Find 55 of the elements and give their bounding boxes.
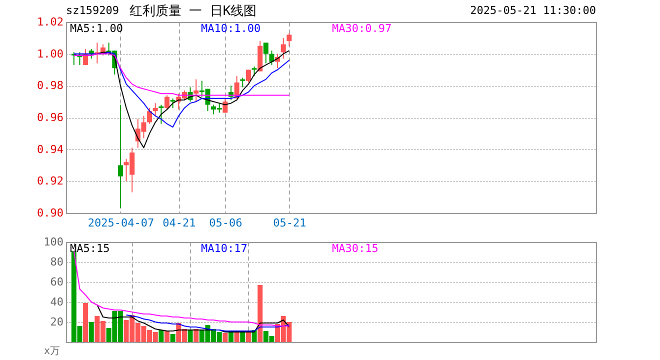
bar: [170, 334, 176, 342]
candlestick: [286, 32, 292, 46]
series-label: MA5:1.00: [70, 22, 123, 35]
candlestick: [194, 78, 199, 102]
y-tick-label: 20: [50, 316, 64, 328]
y-tick-label: 0.98: [37, 79, 64, 92]
text: MA10:17: [201, 242, 248, 255]
y-tick-label: 1.02: [37, 16, 64, 28]
candlestick: [88, 48, 94, 60]
text: MA5:15: [70, 242, 110, 255]
candlestick: [240, 77, 246, 88]
candlestick: [152, 102, 158, 116]
candlestick: [269, 50, 274, 66]
candlestick: [170, 98, 176, 108]
bar: [240, 332, 246, 342]
y-tick-label: 40: [50, 296, 64, 308]
bar: [222, 333, 228, 342]
x-tick-label: 04-21: [162, 216, 196, 230]
text: MA10:1.00: [201, 22, 261, 35]
bar: [158, 330, 164, 342]
y-tick-label: 0.94: [37, 142, 64, 156]
y-axis-title: x万: [44, 346, 60, 357]
x-tick-label: 2025-04-07: [88, 216, 154, 230]
candlestick: [246, 69, 251, 83]
y-tick-label: 1.00: [37, 47, 64, 60]
y-tick-label: 80: [50, 256, 64, 268]
bar: [164, 331, 170, 342]
candlestick: [252, 66, 257, 77]
line-series: [96, 304, 290, 332]
y-tick-label: 0.90: [37, 206, 64, 220]
candlestick: [164, 94, 170, 110]
bar: [194, 329, 199, 342]
bar: [188, 330, 193, 342]
y-tick-label: 60: [50, 276, 64, 288]
candlestick: [147, 107, 152, 124]
candlestick: [263, 42, 268, 64]
candlestick: [158, 104, 164, 124]
bar: [258, 285, 263, 342]
x-tick-label: 05-21: [273, 216, 306, 230]
line-series: [126, 314, 290, 332]
text: sz159209: [66, 4, 119, 17]
bar: [88, 322, 94, 342]
y-tick-label: 0.92: [37, 174, 64, 188]
bar: [83, 303, 88, 342]
text: 2025-05-21 11:30:00: [470, 4, 596, 17]
bar: [246, 332, 251, 342]
x-tick-label: 05-06: [209, 216, 242, 230]
y-tick-label: 0.96: [37, 111, 64, 124]
chart-title: 红利质量 一 日K线图: [129, 4, 257, 19]
candlestick: [280, 37, 286, 60]
y-tick-label: 100: [44, 236, 64, 248]
line-series: [73, 250, 290, 326]
bar: [234, 332, 240, 342]
text: MA30:0.97: [332, 22, 392, 35]
text: MA30:15: [332, 242, 378, 255]
